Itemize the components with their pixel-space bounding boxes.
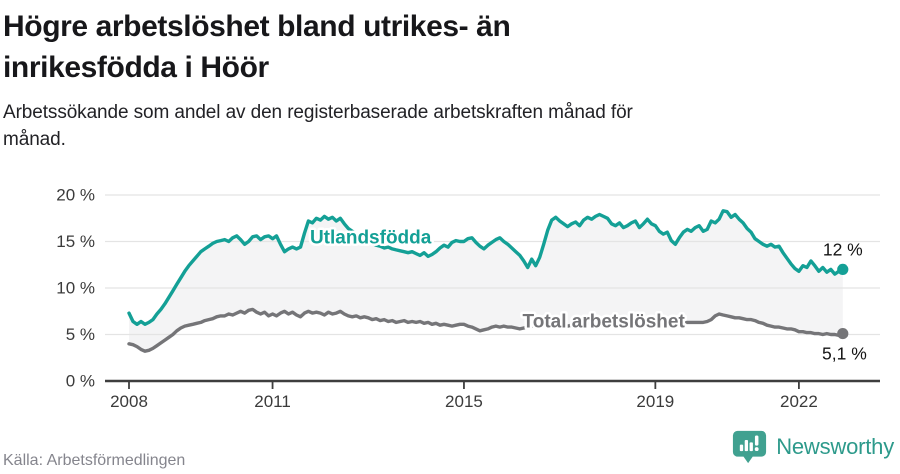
series-end-dot-utlandsfodda (837, 264, 849, 276)
x-tick-label: 2019 (636, 392, 674, 411)
x-tick-label: 2015 (445, 392, 483, 411)
series-line-total (127, 308, 845, 354)
chart-footer: Källa: Arbetsförmedlingen Newsworthy (0, 429, 900, 470)
chart-header: Högre arbetslöshet bland utrikes- än inr… (0, 0, 900, 153)
series-end-label-total: 5,1 % (822, 344, 867, 364)
y-tick-label: 5 % (66, 325, 95, 344)
fill-between-area (129, 211, 843, 352)
y-tick-label: 20 % (56, 186, 95, 205)
chart-subtitle: Arbetssökande som andel av den registerb… (3, 100, 880, 153)
series-inline-label-total: Total arbetslöshet (523, 312, 686, 333)
chart-subtitle-line1: Arbetssökande som andel av den registerb… (3, 102, 633, 124)
newsworthy-logo-icon (733, 430, 767, 464)
y-tick-label: 10 % (56, 279, 95, 298)
chart-subtitle-line2: månad. (3, 128, 66, 150)
x-tick-label: 2011 (254, 392, 291, 411)
newsworthy-logo: Newsworthy (731, 429, 894, 464)
page-title-line2: inrikesfödda i Höör (3, 51, 269, 85)
chart-area: 2008 2011 2015 2019 2022 0 % 5 % 10 % 15 % 20 % Ut… (0, 169, 900, 419)
x-tick-label: 2022 (780, 392, 818, 411)
chart-svg: 2008 2011 2015 2019 2022 0 % 5 % 10 % 15 % 20 % Ut… (56, 186, 880, 411)
series-inline-label-utlandsfodda: Utlandsfödda (310, 228, 432, 249)
x-tick-label: 2008 (110, 392, 148, 411)
page-title: Högre arbetslöshet bland utrikes- än inr… (3, 6, 880, 88)
source-credit: Källa: Arbetsförmedlingen (3, 452, 186, 469)
newsworthy-wordmark: Newsworthy (776, 433, 894, 459)
y-tick-label: 15 % (56, 232, 95, 251)
series-end-label-utlandsfodda: 12 % (823, 240, 863, 260)
page-title-line1: Högre arbetslöshet bland utrikes- än (3, 10, 511, 43)
series-line-utlandsfodda (127, 209, 845, 327)
y-tick-label: 0 % (66, 372, 95, 391)
series-end-dot-total (837, 328, 849, 340)
